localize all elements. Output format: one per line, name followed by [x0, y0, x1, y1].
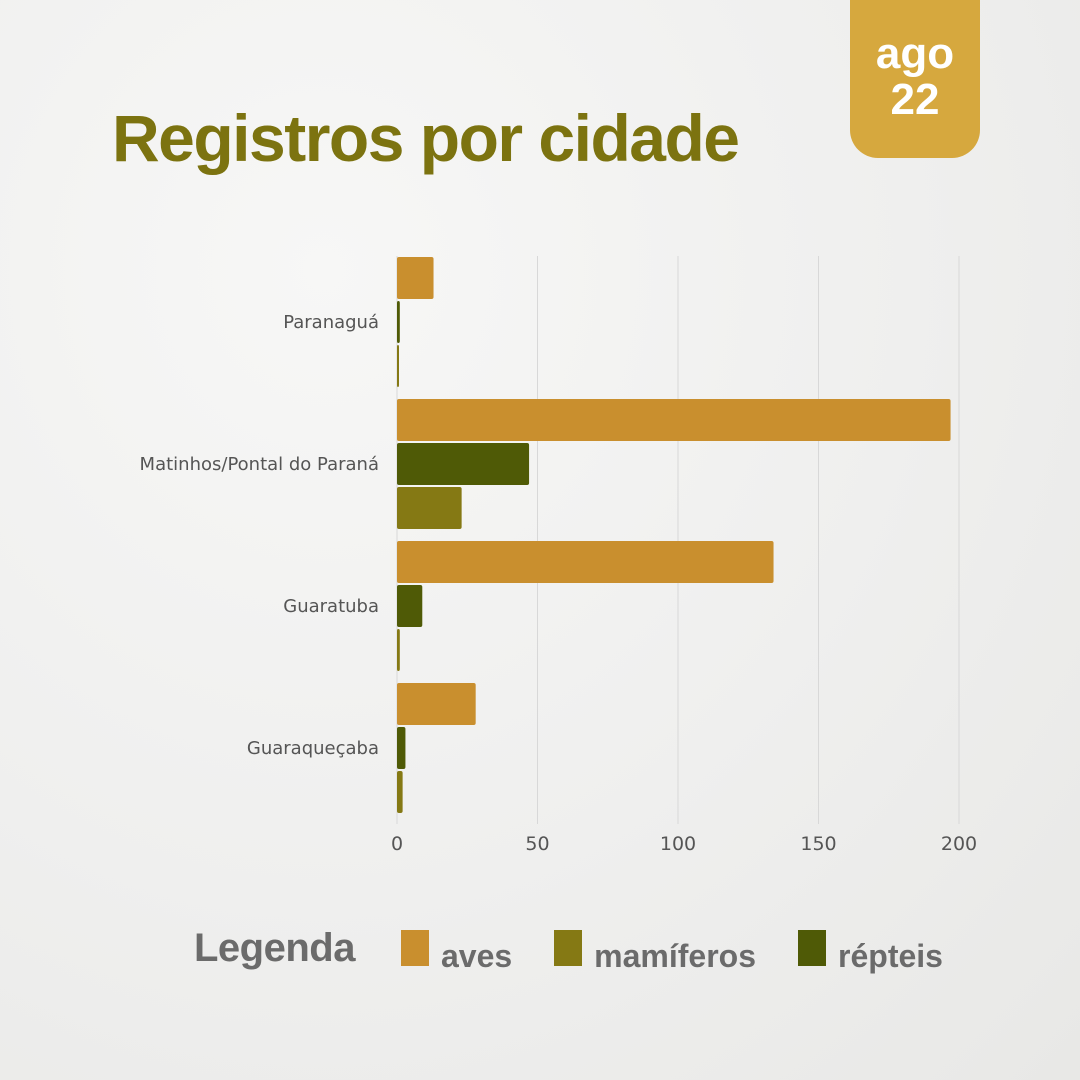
category-label-2: Guaratuba [283, 596, 379, 617]
legend-item-repteis: répteis [798, 930, 943, 972]
legend-item-mamiferos: mamíferos [554, 930, 756, 972]
bar-3-0 [397, 683, 476, 725]
legend-label-repteis: répteis [838, 938, 943, 974]
legend-title: Legenda [194, 925, 355, 970]
date-badge: ago 22 [850, 0, 980, 158]
x-tick-label-200: 200 [941, 833, 977, 855]
bar-2-1 [397, 585, 423, 627]
category-label-1: Matinhos/Pontal do Paraná [140, 454, 379, 475]
bar-1-2 [397, 487, 462, 529]
bar-2-2 [397, 629, 400, 671]
bar-2-0 [397, 541, 774, 583]
x-tick-label-150: 150 [800, 833, 836, 855]
legend-label-mamiferos: mamíferos [594, 938, 757, 974]
bar-1-0 [397, 399, 951, 441]
date-year: 22 [890, 75, 940, 124]
legend-label-aves: aves [440, 938, 513, 974]
bar-chart: 0 50 100 150 200 Paranaguá Matinhos/Pontal do … [140, 256, 977, 855]
bar-3-2 [397, 771, 403, 813]
x-tick-label-100: 100 [660, 833, 696, 855]
chart-title: Registros por cidade [112, 101, 740, 175]
bar-1-1 [397, 443, 530, 485]
legend-item-aves: aves [400, 930, 512, 972]
legend: Legenda aves mamíferos répteis [194, 918, 985, 978]
bar-3-1 [397, 727, 406, 769]
date-month: ago [875, 29, 955, 78]
legend-swatch-repteis [798, 930, 827, 966]
x-tick-label-50: 50 [525, 833, 549, 855]
bar-0-1 [397, 301, 400, 343]
legend-swatch-aves [400, 930, 429, 966]
x-tick-label-0: 0 [391, 833, 403, 855]
bar-0-0 [397, 257, 434, 299]
bar-0-2 [397, 345, 399, 387]
category-label-0: Paranaguá [283, 312, 379, 333]
category-label-3: Guaraqueçaba [247, 738, 379, 759]
legend-swatch-mamiferos [554, 930, 583, 966]
